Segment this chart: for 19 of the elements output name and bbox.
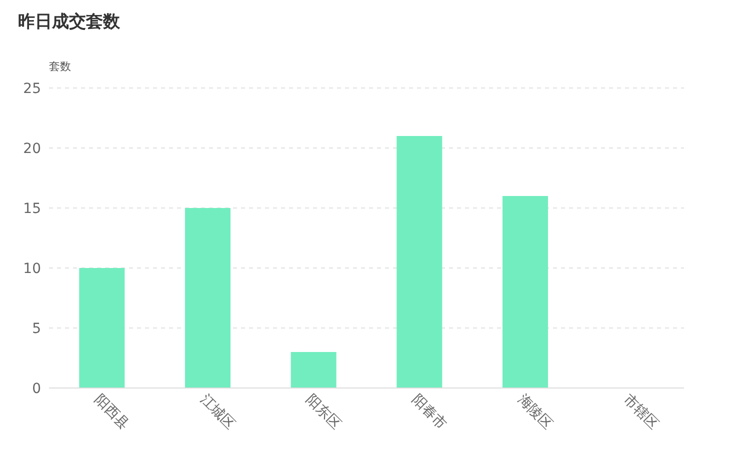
- x-tick-label: 市辖区: [620, 392, 662, 433]
- y-axis-title: 套数: [49, 60, 71, 73]
- chart-title: 昨日成交套数: [18, 12, 121, 32]
- x-tick-label: 阳春市: [408, 392, 450, 433]
- y-tick-label: 15: [23, 201, 41, 217]
- x-tick-label: 海陵区: [514, 392, 556, 433]
- x-tick-label: 阳东区: [302, 392, 344, 433]
- bar: [79, 268, 125, 388]
- y-tick-label: 0: [32, 381, 41, 397]
- bar: [502, 196, 548, 388]
- y-tick-label: 20: [23, 141, 41, 157]
- x-tick-label: 江城区: [196, 392, 238, 433]
- bar: [396, 136, 442, 388]
- y-tick-label: 25: [23, 81, 41, 97]
- x-tick-label: 阳西县: [91, 392, 132, 433]
- bar: [184, 208, 231, 388]
- y-tick-label: 5: [32, 321, 41, 337]
- bar: [290, 352, 336, 388]
- y-tick-label: 10: [23, 261, 41, 277]
